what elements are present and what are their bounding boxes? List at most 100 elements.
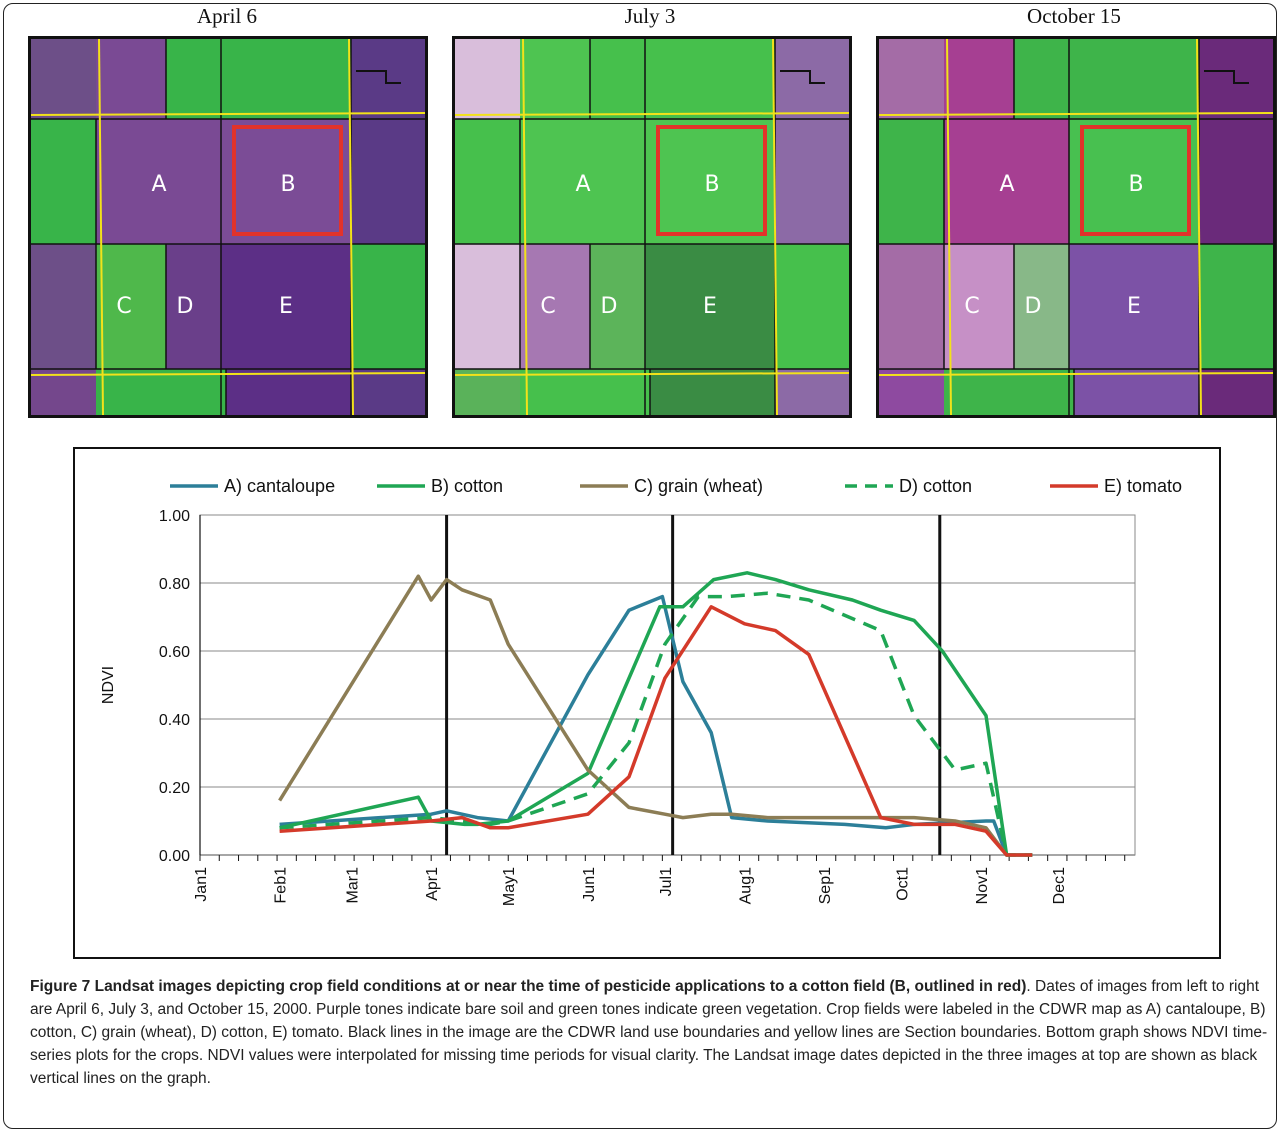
field-bottom-right (1199, 369, 1273, 415)
field-top-green (590, 39, 775, 119)
field-c (96, 244, 166, 369)
field-left (31, 119, 96, 244)
field-bottom-green (944, 369, 1074, 415)
field-topleft (879, 39, 944, 119)
y-tick-label: 0.20 (159, 780, 190, 797)
field-bottom-left (879, 369, 944, 415)
field-right-lower (1199, 244, 1273, 369)
field-bottom-green (520, 369, 650, 415)
field-b (221, 119, 351, 244)
field-e (645, 244, 775, 369)
boundary-notch (1204, 70, 1249, 84)
y-tick-label: 0.80 (159, 576, 190, 593)
series-line-1 (279, 571, 1033, 857)
field-label-b: B (704, 172, 719, 197)
field-label-b: B (1128, 172, 1143, 197)
field-top-right (351, 39, 425, 119)
field-top-a (96, 39, 166, 119)
landsat-image-july-svg: A B C D E (455, 39, 849, 415)
field-bottom-left (31, 369, 96, 415)
field-bottom-green (96, 369, 226, 415)
field-e (221, 244, 351, 369)
x-tick-label: Apr1 (424, 867, 441, 901)
field-label-d: D (1025, 294, 1042, 319)
section-boundary (522, 39, 528, 415)
x-tick-label: Feb1 (273, 867, 290, 904)
field-top-a (944, 39, 1014, 119)
x-tick-label: Aug1 (738, 867, 755, 904)
field-right (351, 119, 425, 244)
legend-label-2: C) grain (wheat) (634, 476, 763, 496)
series-line-4 (279, 605, 1033, 857)
ndvi-chart: 0.00 0.20 0.40 0.60 0.80 1.00 Jan1 Feb1 Mar1 Apr1… (73, 447, 1221, 959)
field-label-a: A (151, 172, 166, 197)
x-tick-label: Oct1 (894, 867, 911, 901)
series-line-0 (279, 594, 1033, 857)
field-c (520, 244, 590, 369)
field-bottom-mid (650, 369, 775, 415)
field-bottom-mid (226, 369, 351, 415)
field-right (775, 119, 849, 244)
field-right (1199, 119, 1273, 244)
field-a (520, 119, 645, 244)
legend-label-3: D) cotton (899, 476, 972, 496)
figure-caption: Figure 7 Landsat images depicting crop f… (30, 975, 1270, 1090)
field-label-c: C (540, 294, 555, 319)
figure-frame (3, 3, 1277, 1129)
field-label-d: D (601, 294, 618, 319)
x-tick-label: Jun1 (581, 867, 598, 902)
series-line-3 (279, 591, 1033, 857)
y-axis-label: NDVI (100, 666, 117, 704)
field-right-lower (351, 244, 425, 369)
field-label-d: D (177, 294, 194, 319)
field-bottom-right (775, 369, 849, 415)
section-boundary (98, 39, 104, 415)
caption-text: . Dates of images from left to right are… (30, 978, 1268, 1087)
ndvi-chart-svg: 0.00 0.20 0.40 0.60 0.80 1.00 Jan1 Feb1 Mar1 Apr1… (100, 476, 1182, 906)
landsat-image-october: A B C D E (876, 36, 1276, 418)
section-boundary (946, 39, 952, 415)
field-topleft (31, 39, 96, 119)
field-label-b: B (280, 172, 295, 197)
field-label-e: E (1127, 294, 1141, 319)
x-tick-label: Sep1 (817, 867, 834, 904)
section-boundary (31, 372, 425, 376)
series-line-2 (278, 574, 1008, 857)
field-label-c: C (964, 294, 979, 319)
section-boundary (879, 112, 1273, 116)
section-boundary (1196, 39, 1202, 415)
boundary-notch (780, 70, 825, 84)
field-b-outline (656, 125, 767, 236)
field-left (455, 119, 520, 244)
field-left-lower (455, 244, 520, 369)
section-boundary (455, 372, 849, 376)
field-d (1014, 244, 1069, 369)
y-tick-label: 0.60 (159, 644, 190, 661)
caption-bold: Figure 7 Landsat images depicting crop f… (30, 978, 1027, 995)
field-e (1069, 244, 1199, 369)
field-c (944, 244, 1014, 369)
landsat-image-october-svg: A B C D E (879, 39, 1273, 415)
legend-label-4: E) tomato (1104, 476, 1182, 496)
field-label-c: C (116, 294, 131, 319)
y-tick-label: 0.00 (159, 848, 190, 865)
section-boundary (879, 372, 1273, 376)
panel-title-october: October 15 (1027, 4, 1121, 28)
section-boundary (772, 39, 778, 415)
field-b-outline (1080, 125, 1191, 236)
landsat-image-july: A B C D E (452, 36, 852, 418)
field-topleft (455, 39, 520, 119)
field-top-green (166, 39, 351, 119)
x-tick-label: Dec1 (1051, 867, 1068, 904)
field-d (590, 244, 645, 369)
x-tick-label: Jan1 (193, 867, 210, 902)
field-top-green (1014, 39, 1199, 119)
plot-area (199, 514, 1136, 856)
section-boundary (455, 112, 849, 116)
field-a (96, 119, 221, 244)
field-b-outline (232, 125, 343, 236)
field-b (1069, 119, 1199, 244)
field-label-a: A (575, 172, 590, 197)
field-bottom-right (351, 369, 425, 415)
panel-title-april: April 6 (196, 4, 258, 28)
